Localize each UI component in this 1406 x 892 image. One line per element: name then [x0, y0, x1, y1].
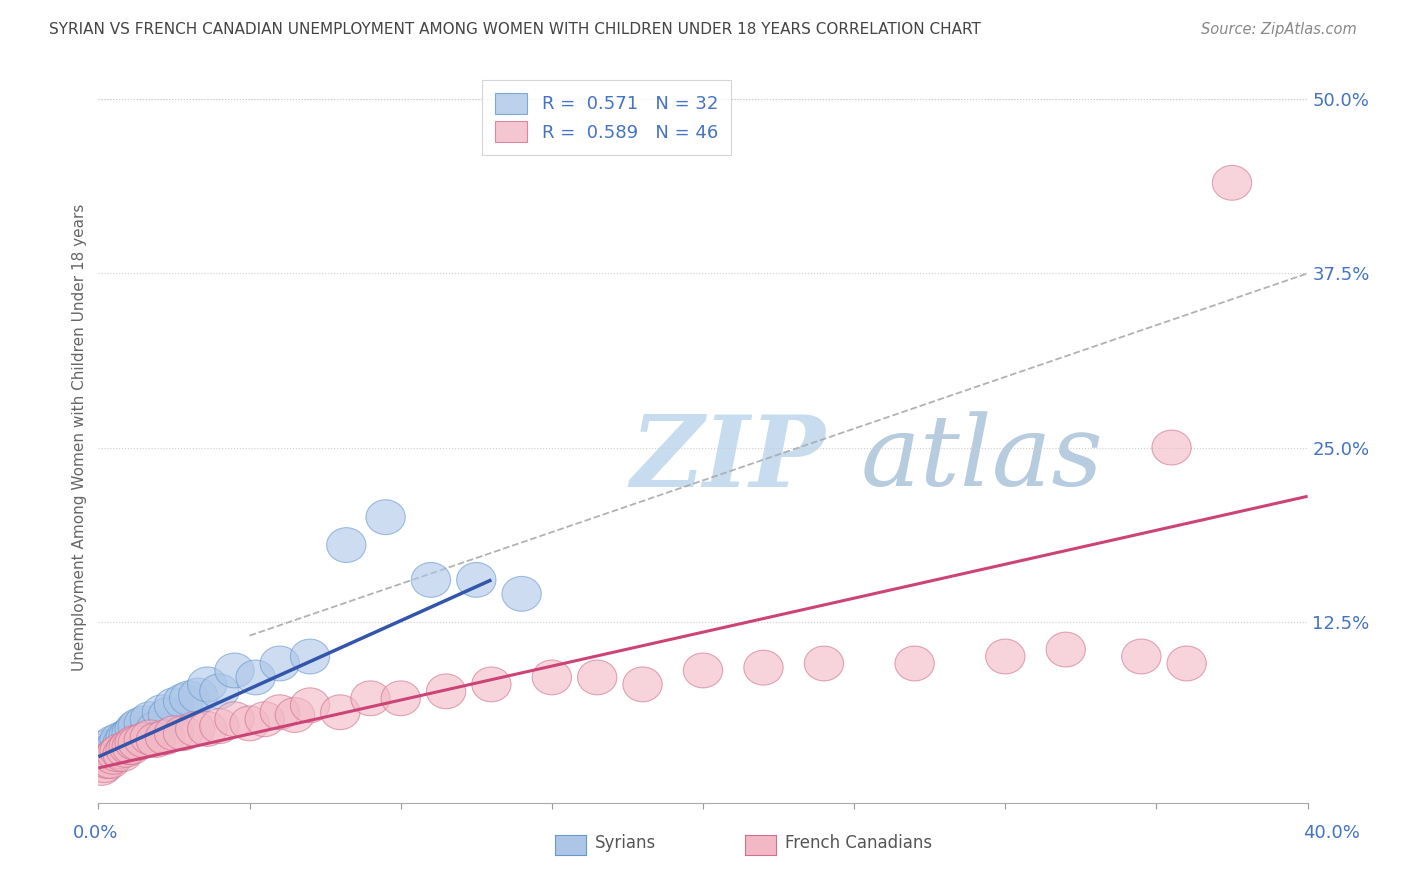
Ellipse shape: [115, 712, 155, 747]
Ellipse shape: [136, 712, 176, 747]
Ellipse shape: [163, 683, 202, 719]
Ellipse shape: [1212, 165, 1251, 200]
Text: Source: ZipAtlas.com: Source: ZipAtlas.com: [1201, 22, 1357, 37]
Ellipse shape: [112, 715, 152, 750]
Ellipse shape: [744, 650, 783, 685]
Ellipse shape: [683, 653, 723, 688]
Text: 40.0%: 40.0%: [1303, 824, 1360, 842]
Text: atlas: atlas: [860, 411, 1102, 507]
Ellipse shape: [260, 695, 299, 730]
Text: SYRIAN VS FRENCH CANADIAN UNEMPLOYMENT AMONG WOMEN WITH CHILDREN UNDER 18 YEARS : SYRIAN VS FRENCH CANADIAN UNEMPLOYMENT A…: [49, 22, 981, 37]
Ellipse shape: [155, 688, 194, 723]
Ellipse shape: [578, 660, 617, 695]
Ellipse shape: [91, 734, 131, 769]
Ellipse shape: [163, 715, 202, 750]
Ellipse shape: [426, 674, 465, 709]
Ellipse shape: [366, 500, 405, 534]
Text: Syrians: Syrians: [595, 834, 657, 852]
Ellipse shape: [97, 728, 136, 763]
Ellipse shape: [105, 732, 145, 767]
Ellipse shape: [986, 639, 1025, 674]
Ellipse shape: [187, 667, 226, 702]
Ellipse shape: [105, 720, 145, 755]
Ellipse shape: [472, 667, 510, 702]
Ellipse shape: [100, 734, 139, 769]
Ellipse shape: [176, 712, 215, 747]
Ellipse shape: [115, 725, 155, 760]
Ellipse shape: [326, 528, 366, 563]
Ellipse shape: [215, 702, 254, 737]
Ellipse shape: [103, 737, 142, 772]
Ellipse shape: [502, 576, 541, 611]
Ellipse shape: [200, 674, 239, 709]
Ellipse shape: [94, 739, 134, 774]
Ellipse shape: [87, 744, 127, 779]
Ellipse shape: [200, 709, 239, 744]
Ellipse shape: [1152, 430, 1191, 465]
Ellipse shape: [170, 681, 208, 715]
Ellipse shape: [804, 646, 844, 681]
Ellipse shape: [231, 706, 269, 740]
Ellipse shape: [110, 730, 148, 764]
Ellipse shape: [321, 695, 360, 730]
Ellipse shape: [187, 712, 226, 747]
Text: French Canadians: French Canadians: [785, 834, 932, 852]
Ellipse shape: [381, 681, 420, 715]
Ellipse shape: [87, 730, 127, 764]
Ellipse shape: [84, 747, 124, 782]
Ellipse shape: [896, 646, 934, 681]
Ellipse shape: [1046, 632, 1085, 667]
Ellipse shape: [276, 698, 315, 732]
Ellipse shape: [145, 720, 184, 755]
Text: 0.0%: 0.0%: [73, 824, 118, 842]
Ellipse shape: [291, 639, 329, 674]
Ellipse shape: [124, 723, 163, 757]
Ellipse shape: [1122, 639, 1161, 674]
Ellipse shape: [236, 660, 276, 695]
Ellipse shape: [100, 723, 139, 757]
Ellipse shape: [457, 563, 496, 598]
Ellipse shape: [118, 709, 157, 744]
Ellipse shape: [245, 702, 284, 737]
Ellipse shape: [291, 688, 329, 723]
Ellipse shape: [91, 744, 131, 779]
Ellipse shape: [260, 646, 299, 681]
Ellipse shape: [155, 715, 194, 750]
Ellipse shape: [110, 719, 148, 754]
Ellipse shape: [103, 725, 142, 760]
Ellipse shape: [82, 750, 121, 785]
Text: ZIP: ZIP: [630, 411, 825, 508]
Ellipse shape: [142, 695, 181, 730]
Ellipse shape: [1167, 646, 1206, 681]
Ellipse shape: [215, 653, 254, 688]
Ellipse shape: [124, 706, 163, 740]
Ellipse shape: [412, 563, 450, 598]
Ellipse shape: [148, 698, 187, 732]
Ellipse shape: [533, 660, 571, 695]
Ellipse shape: [94, 725, 134, 760]
Ellipse shape: [623, 667, 662, 702]
Ellipse shape: [131, 720, 170, 755]
Ellipse shape: [97, 737, 136, 772]
Y-axis label: Unemployment Among Women with Children Under 18 years: Unemployment Among Women with Children U…: [72, 203, 87, 671]
Ellipse shape: [84, 737, 124, 772]
Ellipse shape: [131, 702, 170, 737]
Ellipse shape: [136, 723, 176, 757]
Ellipse shape: [118, 725, 157, 760]
Ellipse shape: [352, 681, 389, 715]
Legend: R =  0.571   N = 32, R =  0.589   N = 46: R = 0.571 N = 32, R = 0.589 N = 46: [482, 80, 731, 154]
Ellipse shape: [112, 730, 152, 764]
Ellipse shape: [179, 678, 218, 713]
